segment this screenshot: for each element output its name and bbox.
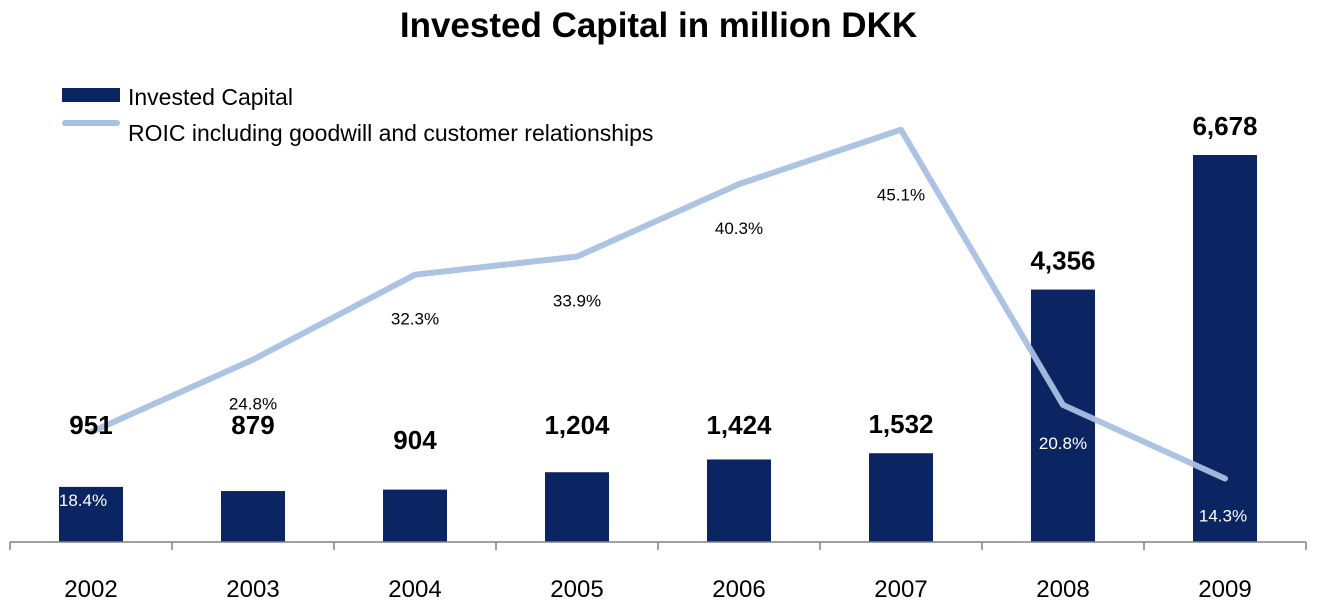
x-tick-label-2002: 2002 xyxy=(64,576,117,603)
bar-2006 xyxy=(707,459,771,542)
bar-value-label-2007: 1,532 xyxy=(868,409,933,439)
bar-2004 xyxy=(383,489,447,542)
x-tick-label-2003: 2003 xyxy=(226,576,279,603)
roic-label-2009: 14.3% xyxy=(1199,507,1247,526)
x-tick-label-2007: 2007 xyxy=(874,576,927,603)
x-tick-label-2004: 2004 xyxy=(388,576,441,603)
roic-line xyxy=(88,126,1228,482)
legend-label-roic: ROIC including goodwill and customer rel… xyxy=(128,120,654,146)
bar-2007 xyxy=(869,453,933,542)
bar-2003 xyxy=(221,491,285,542)
roic-label-2008: 20.8% xyxy=(1039,434,1087,453)
x-tick-label-2008: 2008 xyxy=(1036,576,1089,603)
bar-2002 xyxy=(59,486,123,542)
bar-value-label-2008: 4,356 xyxy=(1030,246,1095,276)
bar-value-label-2005: 1,204 xyxy=(544,410,610,440)
bar-value-label-2002: 951 xyxy=(69,410,112,440)
bar-value-label-2004: 904 xyxy=(393,425,437,455)
legend-swatch-invested-capital xyxy=(62,88,120,102)
roic-label-2003: 24.8% xyxy=(229,395,277,414)
x-tick-label-2006: 2006 xyxy=(712,576,765,603)
roic-label-2004: 32.3% xyxy=(391,310,439,329)
chart-title: Invested Capital in million DKK xyxy=(399,6,918,45)
roic-label-2007: 45.1% xyxy=(877,186,925,205)
x-tick-label-2009: 2009 xyxy=(1198,576,1251,603)
roic-label-2002: 18.4% xyxy=(59,491,107,510)
bar-value-label-2003: 879 xyxy=(231,410,274,440)
roic-label-2005: 33.9% xyxy=(553,292,601,311)
x-tick-label-2005: 2005 xyxy=(550,576,603,603)
roic-label-2006: 40.3% xyxy=(715,219,763,238)
legend-label-invested-capital: Invested Capital xyxy=(128,84,293,110)
bar-2009 xyxy=(1193,155,1257,542)
bar-value-label-2009: 6,678 xyxy=(1192,111,1257,141)
bar-2005 xyxy=(545,472,609,542)
legend-swatch-roic xyxy=(62,120,120,126)
bar-value-label-2006: 1,424 xyxy=(706,410,772,440)
